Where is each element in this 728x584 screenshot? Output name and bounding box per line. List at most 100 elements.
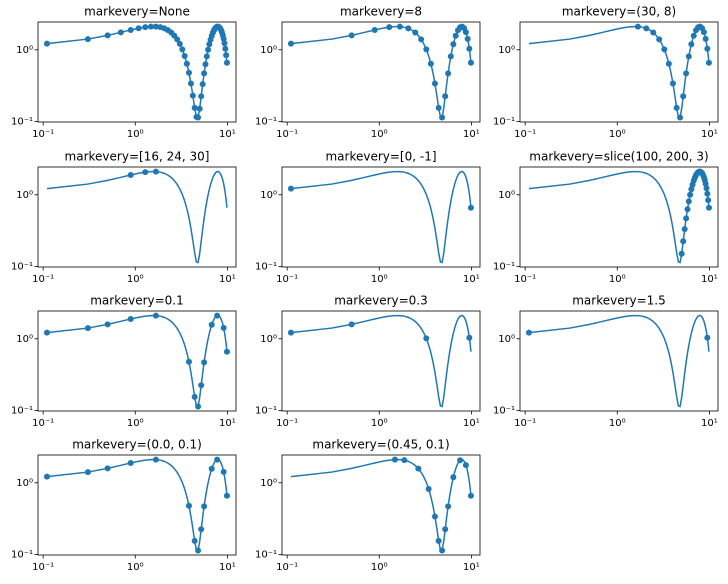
subplot-title: markevery=0.3 [334,294,428,308]
axes-frame [37,454,237,556]
x-tick-label: 10⁻¹ [276,418,298,429]
y-tick-label: 10⁰ [16,45,33,56]
marker [435,537,442,544]
axes-frame [519,166,719,268]
marker [104,32,111,39]
marker [431,513,438,520]
plot-area [287,23,474,121]
y-tick-label: 10⁰ [498,334,515,345]
marker [442,93,449,100]
marker [201,503,208,510]
marker [287,185,294,192]
subplot: markevery=None 10⁻¹ 10⁰ 10¹ 10⁻¹ 10⁰ [11,5,237,140]
y-tick-label: 10⁰ [498,45,515,56]
plot-area [528,168,712,264]
x-tick-label: 10⁻¹ [514,129,536,140]
marker [127,459,134,466]
line [528,314,710,408]
marker [198,382,205,389]
marker [185,69,192,76]
marker [525,329,532,336]
marker [415,465,422,472]
plot-area [46,168,228,264]
marker [427,60,434,67]
marker [439,114,446,121]
marker [84,325,91,332]
x-tick-label: 10⁻¹ [276,274,298,285]
marker [447,53,454,60]
marker [183,60,190,67]
marker [678,250,685,257]
marker [203,53,210,60]
marker [702,180,709,187]
marker [457,457,464,464]
plot-area [525,314,711,408]
marker [677,114,684,121]
marker [450,474,457,481]
marker [223,492,230,499]
plot-area [287,314,473,408]
marker [220,324,227,331]
x-tick-label: 10¹ [463,418,480,429]
marker [191,104,198,111]
marker [462,462,469,469]
subplot-title: markevery=(0.45, 0.1) [312,438,449,452]
marker [147,23,154,30]
marker [704,45,711,52]
subplot-title: markevery=8 [340,5,422,19]
marker [634,23,641,30]
marker [195,114,202,121]
marker [439,547,446,554]
x-tick-label: 10⁻¹ [32,274,54,285]
marker [681,226,688,233]
marker [673,104,680,111]
x-tick-label: 10⁰ [609,418,626,429]
subplot: markevery=slice(100, 200, 3) 10⁻¹ 10⁰ 10¹ 10… [493,150,719,285]
marker [705,197,712,204]
y-tick-label: 10⁻¹ [11,406,33,417]
y-tick-label: 10⁻¹ [255,406,277,417]
marker [196,105,203,112]
marker [418,36,425,43]
marker [412,29,419,36]
marker [206,41,213,48]
x-tick-label: 10⁻¹ [32,562,54,573]
axes-frame [281,310,481,412]
marker [142,24,149,31]
subplot-title: markevery=[0, -1] [325,150,436,164]
marker [152,23,159,30]
y-tick-label: 10⁻¹ [255,117,277,128]
marker [127,26,134,33]
marker [467,492,474,499]
x-tick-label: 10⁰ [127,129,144,140]
marker [205,46,212,53]
line [290,314,472,408]
y-tick-label: 10⁰ [16,478,33,489]
marker [650,29,657,36]
x-tick-label: 10⁻¹ [276,562,298,573]
marker [152,456,159,463]
marker [669,80,676,87]
plot-area [43,312,230,410]
marker [104,321,111,328]
y-tick-label: 10⁰ [260,478,277,489]
marker [450,41,457,48]
marker [371,26,378,33]
marker [425,485,432,492]
x-tick-label: 10¹ [701,418,718,429]
marker [287,40,294,47]
marker [202,61,209,68]
axes-frame [281,21,481,123]
marker [683,70,690,77]
subplot: markevery=0.1 10⁻¹ 10⁰ 10¹ 10⁻¹ 10⁰ [11,294,237,429]
marker [683,215,690,222]
y-tick-label: 10⁻¹ [493,406,515,417]
marker [117,29,124,36]
marker [191,393,198,400]
y-tick-label: 10⁰ [16,190,33,201]
x-tick-label: 10¹ [701,274,718,285]
marker [445,503,452,510]
marker [223,52,230,59]
axes-frame [281,454,481,556]
